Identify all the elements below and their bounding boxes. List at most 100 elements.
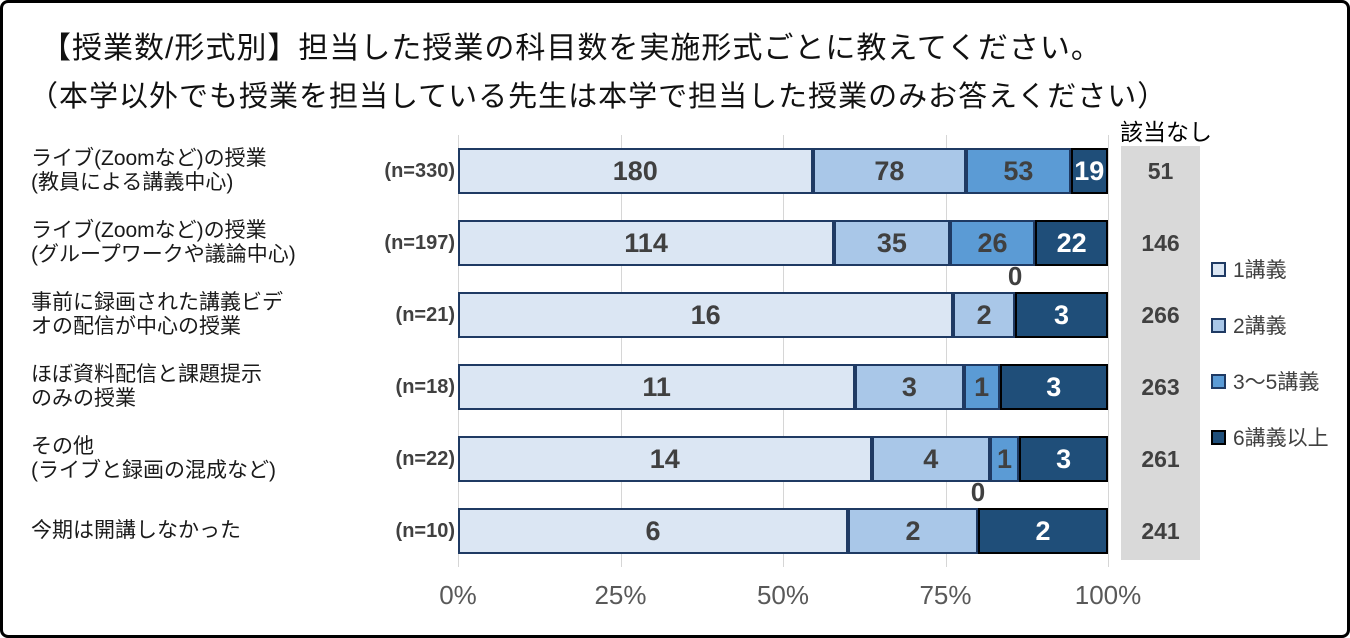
- bar-segment: 180: [458, 148, 813, 194]
- segment-value-label: 1: [997, 443, 1013, 474]
- not-applicable-value: 266: [1141, 302, 1180, 328]
- x-axis-tick-label: 25%: [594, 580, 647, 610]
- segment-value-label: 14: [649, 443, 680, 474]
- category-label: その他 (ライブと録画の混成など): [31, 423, 353, 495]
- bar-segment: 3: [999, 364, 1108, 410]
- category-label-line: のみの授業: [31, 387, 136, 410]
- segment-value-label: 6: [645, 515, 661, 546]
- axis-gridline: [458, 135, 459, 567]
- not-applicable-band: [1121, 146, 1200, 560]
- bar-segment: 2: [953, 292, 1016, 338]
- segment-value-label: 11: [642, 371, 671, 402]
- category-label-line: ほぼ資料配信と課題提示: [31, 363, 262, 386]
- bar-segment: 35: [834, 220, 950, 266]
- segment-value-label: 2: [976, 299, 992, 330]
- legend-swatch: [1211, 261, 1226, 277]
- zero-value-label: 0: [970, 477, 986, 507]
- legend-item: 6講義以上: [1211, 424, 1329, 450]
- legend-item: 1講義: [1211, 256, 1287, 282]
- segment-value-label: 2: [1035, 515, 1051, 546]
- category-label-line: (グループワークや議論中心): [31, 243, 296, 266]
- segment-value-label: 3: [1046, 371, 1062, 402]
- category-label-line: 事前に録画された講義ビデ: [31, 291, 283, 314]
- bar-row: 180 78 53 19: [458, 148, 1108, 194]
- segment-value-label: 35: [876, 227, 907, 258]
- segment-value-label: 16: [690, 299, 721, 330]
- segment-value-label: 1: [974, 371, 990, 402]
- not-applicable-header: 該当なし: [1120, 119, 1212, 145]
- bar-segment: 26: [949, 220, 1036, 266]
- bar-segment: 19: [1070, 148, 1108, 194]
- bar-segment: 2: [978, 508, 1108, 554]
- axis-gridline: [945, 135, 947, 567]
- sample-size-label: (n=18): [395, 375, 455, 398]
- bar-row: 11 3 1 3: [458, 364, 1108, 410]
- sample-size-label: (n=330): [384, 159, 455, 182]
- bar-segment: 1: [989, 436, 1020, 482]
- bar-row: 14 4 1 3: [458, 436, 1108, 482]
- bar-segment: 14: [458, 436, 872, 482]
- segment-value-label: 3: [1056, 443, 1072, 474]
- category-label: ほぼ資料配信と課題提示 のみの授業: [31, 351, 353, 423]
- category-label-line: オの配信が中心の授業: [31, 315, 241, 338]
- segment-value-label: 26: [977, 227, 1008, 258]
- category-label: ライブ(Zoomなど)の授業 (グループワークや議論中心): [31, 207, 353, 279]
- bar-segment: 3: [1019, 436, 1108, 482]
- bar-segment: 4: [871, 436, 990, 482]
- bar-segment: 16: [458, 292, 954, 338]
- category-label: 事前に録画された講義ビデ オの配信が中心の授業: [31, 279, 353, 351]
- category-label-line: 今期は開講しなかった: [31, 519, 241, 542]
- segment-value-label: 22: [1056, 227, 1087, 258]
- not-applicable-value: 146: [1141, 230, 1180, 256]
- bar-segment: 3: [855, 364, 964, 410]
- category-label-line: その他: [31, 435, 94, 458]
- segment-value-label: 78: [874, 155, 905, 186]
- sample-size-label: (n=22): [395, 447, 455, 470]
- sample-size-label: (n=21): [395, 303, 455, 326]
- bar-segment: 53: [966, 148, 1071, 194]
- segment-value-label: 180: [612, 155, 658, 186]
- axis-gridline: [620, 135, 622, 567]
- not-applicable-value: 261: [1141, 446, 1180, 472]
- not-applicable-value: 241: [1141, 518, 1180, 544]
- bar-row: 16 2 3: [458, 292, 1108, 338]
- category-label-line: ライブ(Zoomなど)の授業: [31, 219, 267, 242]
- chart-title: 【授業数/形式別】担当した授業の科目数を実施形式ごとに教えてください。: [41, 32, 1102, 65]
- zero-value-label: 0: [1007, 261, 1023, 291]
- bar-segment: 3: [1015, 292, 1108, 338]
- legend-item: 3〜5講義: [1211, 368, 1319, 394]
- bar-segment: 114: [458, 220, 835, 266]
- x-axis-tick-label: 100%: [1074, 580, 1142, 610]
- legend-label: 2講義: [1233, 315, 1287, 338]
- segment-value-label: 53: [1003, 155, 1034, 186]
- not-applicable-value: 51: [1147, 158, 1174, 184]
- bar-segment: 2: [848, 508, 978, 554]
- category-label-line: (ライブと録画の混成など): [31, 459, 276, 482]
- bar-segment: 22: [1035, 220, 1108, 266]
- legend-swatch: [1211, 373, 1226, 389]
- category-label-line: ライブ(Zoomなど)の授業: [31, 147, 267, 170]
- legend-swatch: [1211, 429, 1226, 445]
- segment-value-label: 2: [905, 515, 921, 546]
- category-label-line: (教員による講義中心): [31, 171, 234, 194]
- legend-label: 1講義: [1233, 259, 1287, 282]
- bar-segment: 11: [458, 364, 856, 410]
- legend-item: 2講義: [1211, 312, 1287, 338]
- segment-value-label: 3: [901, 371, 917, 402]
- x-axis-tick-label: 75%: [919, 580, 972, 610]
- x-axis-tick-label: 0%: [439, 580, 477, 610]
- axis-gridline: [783, 135, 784, 567]
- bar-segment: 78: [812, 148, 967, 194]
- bar-segment: 1: [963, 364, 1000, 410]
- chart-subtitle: （本学以外でも授業を担当している先生は本学で担当した授業のみお答えください）: [29, 81, 1168, 113]
- bar-segment: 6: [458, 508, 848, 554]
- segment-value-label: 114: [624, 227, 668, 258]
- bar-row: 114 35 26 22: [458, 220, 1108, 266]
- category-label: ライブ(Zoomなど)の授業 (教員による講義中心): [31, 135, 353, 207]
- not-applicable-value: 263: [1141, 374, 1180, 400]
- axis-gridline: [1108, 135, 1109, 567]
- bar-row: 6 2 2: [458, 508, 1108, 554]
- legend-swatch: [1211, 317, 1226, 333]
- segment-value-label: 19: [1074, 155, 1105, 186]
